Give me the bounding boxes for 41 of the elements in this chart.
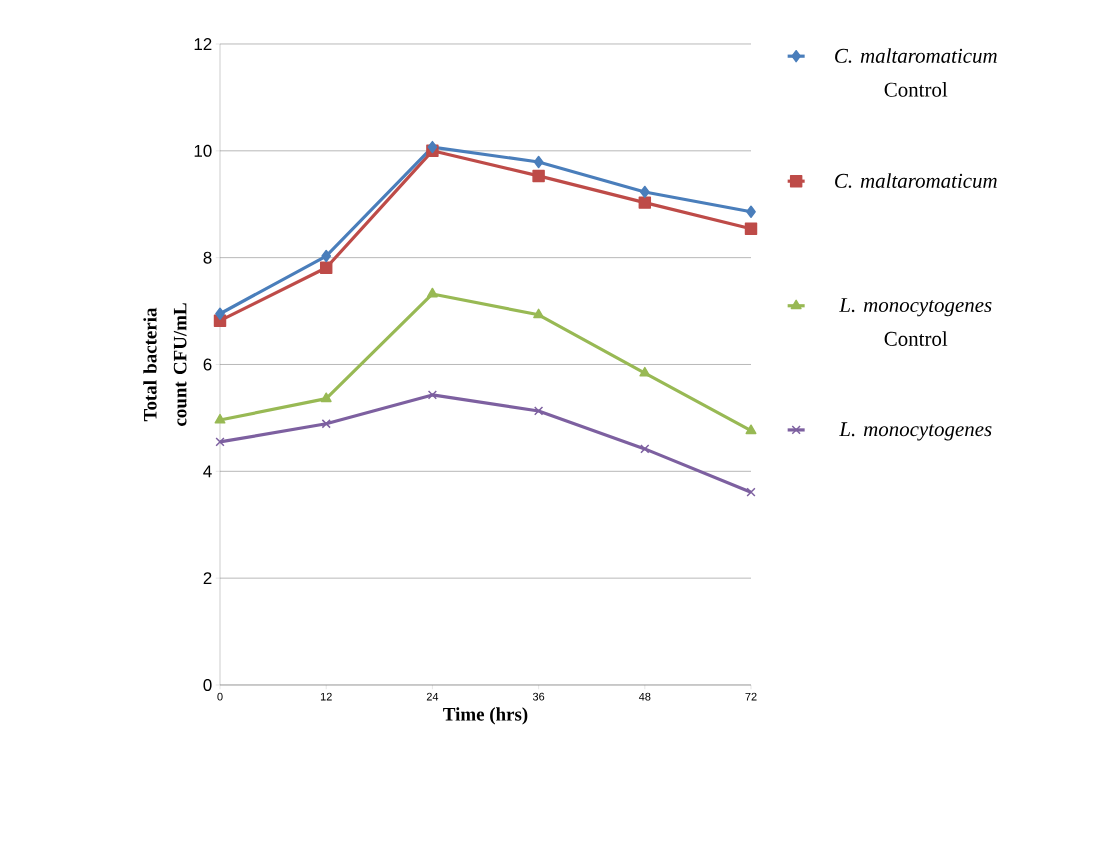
- point: [319, 261, 333, 275]
- x-tick-label: 48: [638, 692, 651, 701]
- point: [639, 366, 651, 377]
- point: [320, 392, 332, 403]
- legend-label: C. maltaromaticum: [835, 173, 997, 188]
- legend-label: L. monocytogenes: [839, 422, 992, 441]
- point: [744, 222, 758, 236]
- point: [533, 155, 544, 169]
- point: [427, 390, 438, 400]
- y-tick-label: 4: [203, 465, 212, 478]
- y-tick-label: 0: [203, 678, 212, 691]
- point: [533, 406, 544, 416]
- x-tick-label: 0: [217, 692, 223, 701]
- x-tick-label: 24: [426, 692, 439, 701]
- y-tick-label: 10: [194, 144, 212, 157]
- point: [214, 413, 226, 424]
- point: [745, 424, 757, 435]
- point: [746, 487, 756, 497]
- y-tick-label: 6: [203, 358, 212, 371]
- x-tick-label: 36: [532, 692, 545, 701]
- x-tick-label: 72: [745, 692, 757, 701]
- y-tick-label: 8: [203, 251, 212, 264]
- point: [321, 419, 331, 429]
- y-axis-title: Total bacteria count CFU/mL: [143, 303, 187, 426]
- point: [321, 249, 332, 263]
- y-tick-label: 2: [203, 572, 212, 585]
- point: [533, 308, 545, 319]
- point: [532, 169, 545, 183]
- point: [746, 205, 756, 218]
- point: [215, 307, 225, 320]
- y-tick-label: 12: [194, 38, 212, 50]
- x-axis-title: Time (hrs): [443, 707, 528, 725]
- legend-label: C. maltaromaticum Control: [835, 48, 997, 97]
- point: [640, 444, 650, 454]
- point: [638, 196, 652, 209]
- point: [639, 185, 650, 199]
- legend-label: L. monocytogenes Control: [839, 298, 992, 346]
- x-tick-label: 12: [320, 692, 332, 701]
- point: [426, 287, 438, 298]
- point: [215, 437, 225, 447]
- point: [427, 140, 438, 154]
